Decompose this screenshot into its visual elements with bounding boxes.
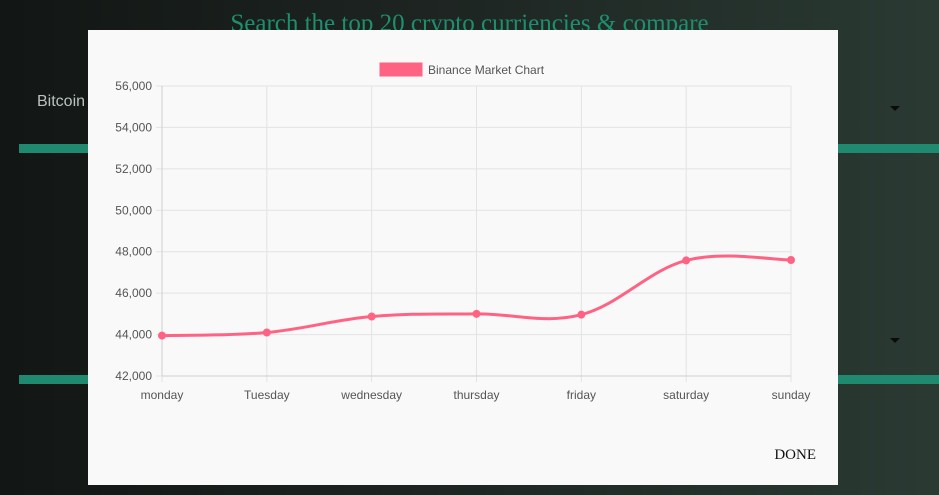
- y-tick-label: 48,000: [115, 245, 152, 259]
- x-tick-label: saturday: [663, 388, 709, 402]
- y-tick-label: 44,000: [115, 328, 152, 342]
- y-tick-label: 56,000: [115, 79, 152, 93]
- x-tick-label: Tuesday: [244, 388, 290, 402]
- line-chart: 42,000 44,000 46,000 48,000 50,000 52,000 54,0…: [115, 62, 811, 402]
- y-tick-label: 52,000: [115, 162, 152, 176]
- y-tick-label: 54,000: [115, 120, 152, 134]
- select-chevron-down-icon[interactable]: [890, 106, 900, 111]
- select-chevron-down-icon-2[interactable]: [890, 338, 900, 343]
- chart-modal: 42,000 44,000 46,000 48,000 50,000 52,000 54,0…: [88, 30, 838, 485]
- data-point: [682, 256, 691, 265]
- crypto-select-value[interactable]: Bitcoin: [37, 93, 86, 110]
- done-button[interactable]: DONE: [774, 447, 816, 463]
- x-tick-label: monday: [141, 388, 184, 402]
- data-point: [472, 309, 481, 318]
- legend-swatch: [379, 62, 423, 77]
- y-tick-label: 46,000: [115, 286, 152, 300]
- data-point: [367, 312, 376, 321]
- y-tick-label: 42,000: [115, 369, 152, 383]
- x-tick-label: sunday: [772, 388, 811, 402]
- data-point: [577, 310, 586, 319]
- data-point: [158, 331, 166, 340]
- x-tick-label: wednesday: [340, 388, 402, 402]
- data-point: [787, 256, 795, 264]
- data-point: [262, 328, 271, 337]
- y-tick-label: 50,000: [115, 203, 152, 217]
- legend-label: Binance Market Chart: [428, 63, 545, 77]
- x-tick-label: friday: [567, 388, 596, 402]
- x-tick-label: thursday: [453, 388, 499, 402]
